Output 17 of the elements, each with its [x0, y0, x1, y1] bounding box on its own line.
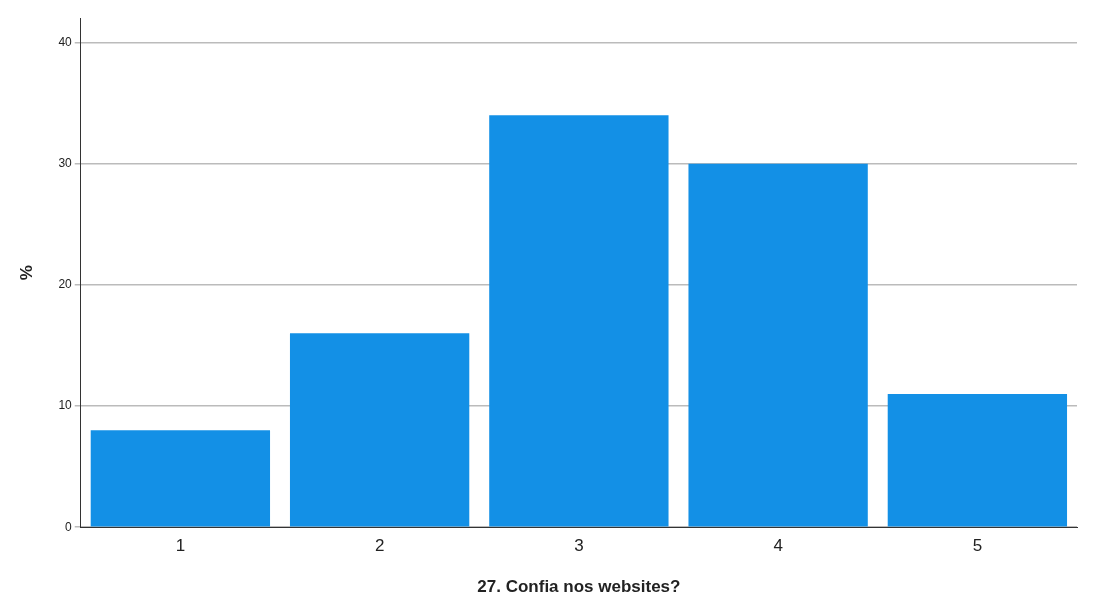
bar	[489, 115, 669, 527]
bar	[90, 430, 271, 527]
x-tick-label: 3	[574, 536, 584, 556]
x-tick-label: 1	[175, 536, 186, 556]
y-tick-label: 20	[58, 277, 73, 292]
bar	[688, 163, 868, 527]
x-tick-label: 4	[773, 536, 783, 556]
x-tick-label: 5	[972, 536, 983, 556]
x-axis-title: 27. Confia nos websites?	[477, 577, 681, 597]
y-tick-label: 0	[65, 519, 73, 534]
y-tick-label: 30	[58, 155, 73, 170]
y-tick-label: 40	[58, 34, 73, 49]
y-axis-title: %	[16, 265, 36, 281]
bar	[887, 393, 1068, 527]
bar	[289, 333, 470, 527]
x-tick-label: 2	[374, 536, 385, 556]
y-tick-label: 10	[58, 398, 73, 413]
